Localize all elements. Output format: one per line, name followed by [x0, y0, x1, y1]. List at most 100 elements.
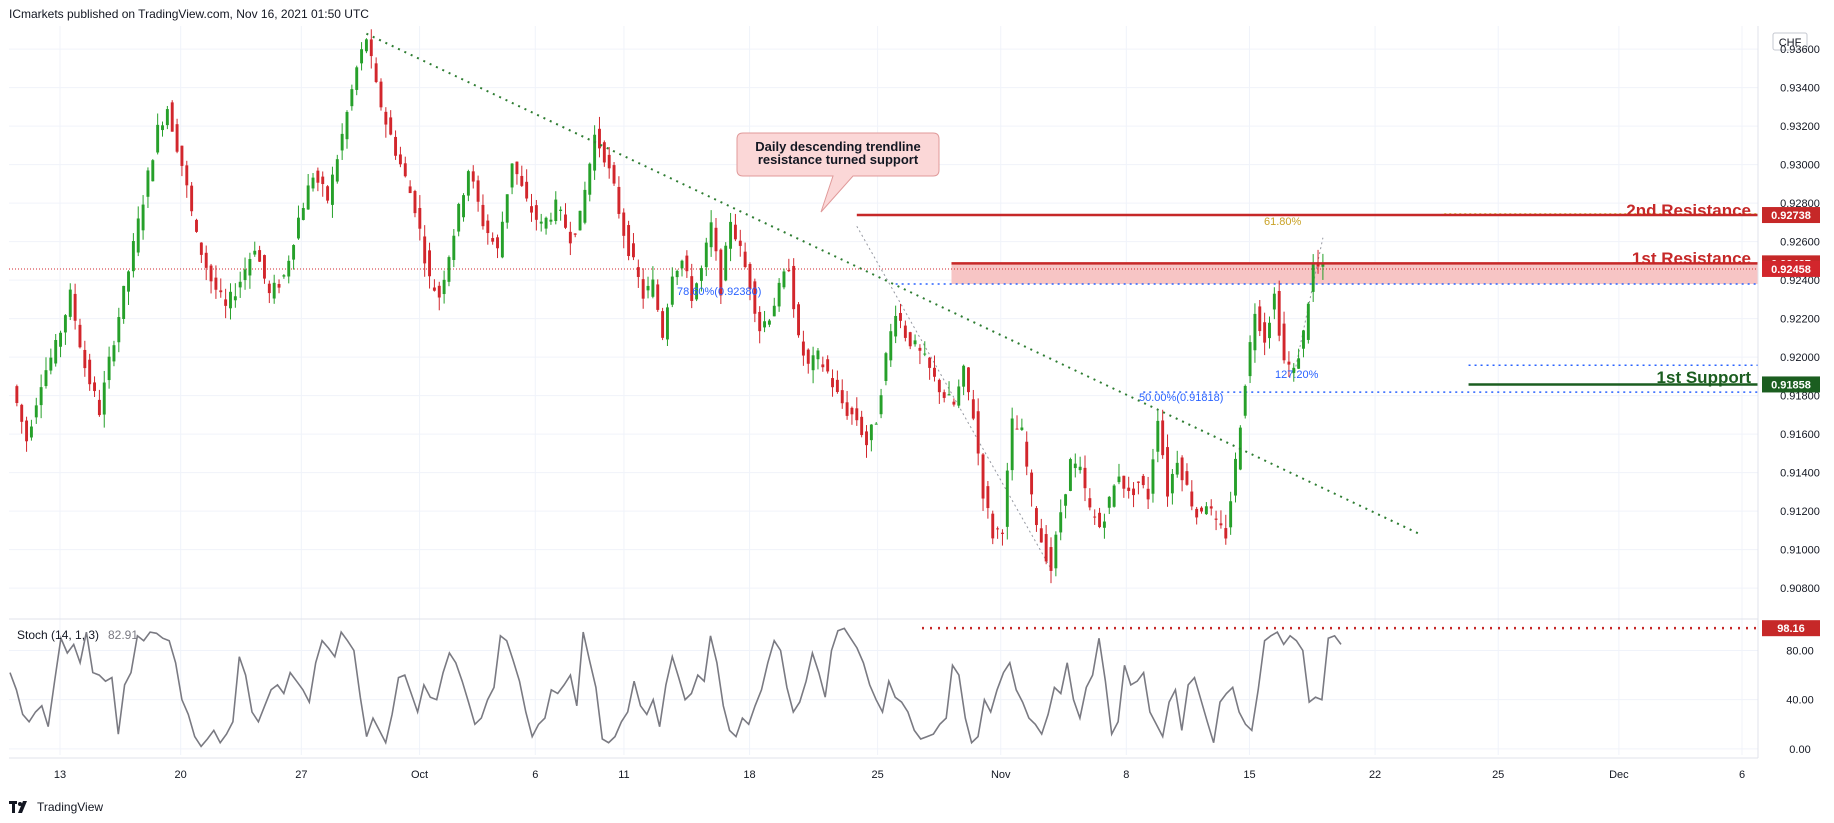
candle-body [617, 186, 621, 214]
candle-body [1297, 358, 1301, 369]
candle-body [248, 259, 252, 276]
candle-body [923, 353, 927, 355]
candle-body [49, 357, 53, 371]
time-tick-label: 25 [871, 769, 883, 781]
time-tick-label: 27 [295, 769, 307, 781]
candle-body [1175, 462, 1179, 475]
candle-body [840, 390, 844, 404]
time-tick-label: 20 [175, 769, 187, 781]
candle-body [97, 399, 101, 416]
candle-body [229, 291, 232, 309]
candle-body [394, 136, 398, 156]
candle-body [573, 233, 577, 235]
candle-body [486, 220, 490, 234]
candle-body [1209, 506, 1213, 509]
candle-body [729, 221, 733, 249]
candle-body [384, 111, 388, 125]
candle-body [962, 365, 966, 387]
candle-body [1277, 290, 1281, 336]
candle-body [1224, 528, 1228, 539]
second-resistance-title: 2nd Resistance [1626, 201, 1751, 220]
candle-body [733, 224, 737, 240]
candle-body [588, 163, 592, 195]
candle-body [641, 279, 645, 299]
candle-body [287, 260, 291, 277]
candle-body [389, 117, 393, 135]
stoch-axis: 80.00 40.00 0.00 [1786, 646, 1814, 756]
candle-body [724, 245, 728, 281]
candle-body [1190, 491, 1194, 507]
candle-body [996, 528, 1000, 530]
candle-body [301, 208, 305, 220]
candle-body [258, 250, 262, 262]
candle-body [719, 249, 723, 296]
time-tick-label: 15 [1243, 769, 1255, 781]
candle-body [1282, 323, 1286, 361]
candle-body [835, 379, 839, 392]
fib-swing-line [856, 225, 1052, 570]
candle-body [646, 285, 650, 291]
candle-body [748, 264, 752, 290]
candle-body [408, 186, 412, 194]
price-tick-label: 0.90800 [1780, 583, 1820, 595]
candle-body [792, 265, 796, 310]
time-tick-label: 8 [1123, 769, 1129, 781]
candle-body [1025, 441, 1029, 467]
price-tick-label: 0.93400 [1780, 83, 1820, 95]
resistance-zone [951, 263, 1758, 284]
candle-body [661, 311, 665, 338]
stoch-tick-label: 0.00 [1789, 744, 1810, 756]
candle-body [369, 39, 373, 57]
candle-body [1068, 459, 1072, 491]
candle-body [1034, 508, 1038, 526]
candle-body [423, 236, 427, 264]
candle-body [462, 195, 465, 218]
candle-body [515, 161, 519, 175]
candle-body [93, 382, 96, 392]
price-tick-label: 0.91200 [1780, 506, 1820, 518]
candle-body [1083, 467, 1087, 489]
candle-body [1272, 293, 1276, 310]
candle-body [704, 242, 708, 268]
time-tick-label: Nov [991, 769, 1011, 781]
candle-body [360, 49, 364, 64]
candle-body [583, 189, 587, 223]
candle-body [146, 170, 150, 197]
candle-body [437, 285, 441, 298]
fib-618-label: 61.80% [1264, 216, 1302, 228]
candle-body [826, 359, 830, 372]
price-tick-label: 0.92000 [1780, 352, 1820, 364]
candle-body [34, 405, 38, 418]
candle-body [1306, 303, 1310, 340]
candle-body [282, 275, 286, 277]
candle-body [991, 513, 995, 539]
candle-body [1243, 385, 1247, 416]
tradingview-logo[interactable]: TradingView [9, 798, 103, 816]
candle-body [627, 225, 631, 257]
last-price-badge-text: 0.92458 [1771, 264, 1811, 276]
candle-body [699, 268, 703, 281]
candle-body [520, 175, 524, 186]
candle-body [1093, 516, 1097, 518]
candle-body [418, 207, 422, 229]
candle-body [593, 134, 597, 171]
candle-body [161, 125, 164, 131]
price-tick-label: 0.91600 [1780, 429, 1820, 441]
candle-body [894, 315, 898, 337]
candle-body [971, 399, 975, 419]
candle-body [471, 171, 475, 182]
candle-body [209, 265, 213, 282]
candle-body [811, 355, 815, 371]
candle-body [1204, 506, 1208, 515]
candle-body [29, 426, 33, 438]
tradingview-logo-icon [9, 801, 27, 813]
candle-body [263, 255, 266, 279]
candle-body [355, 67, 359, 90]
candle-body [311, 177, 315, 189]
candle-body [510, 163, 514, 188]
candle-body [83, 349, 87, 369]
candle-body [505, 194, 509, 223]
candle-body [947, 394, 951, 396]
